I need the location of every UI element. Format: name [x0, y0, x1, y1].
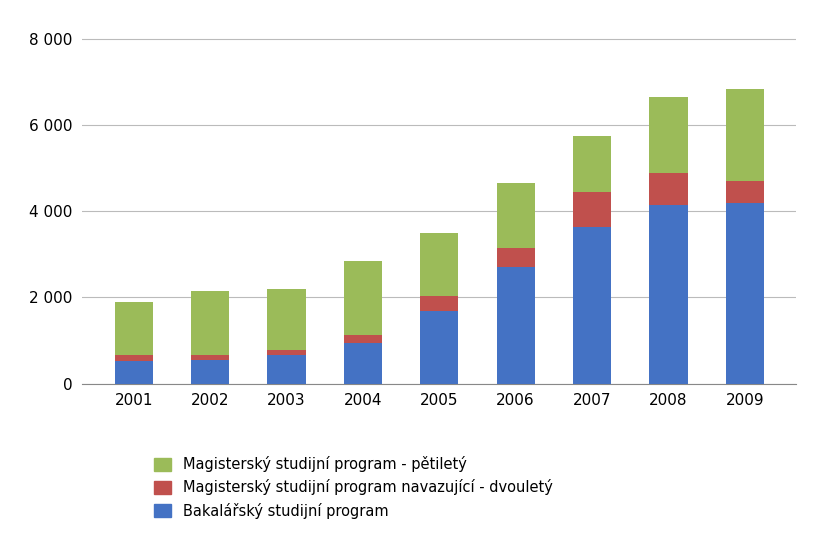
- Bar: [649, 206, 687, 384]
- Bar: [497, 184, 534, 248]
- Bar: [344, 335, 382, 343]
- Bar: [268, 350, 305, 355]
- Bar: [726, 89, 764, 181]
- Bar: [573, 227, 611, 384]
- Bar: [497, 248, 534, 267]
- Bar: [420, 296, 458, 311]
- Bar: [420, 233, 458, 296]
- Bar: [649, 173, 687, 206]
- Bar: [344, 343, 382, 384]
- Bar: [268, 289, 305, 350]
- Bar: [268, 355, 305, 384]
- Bar: [115, 302, 153, 356]
- Bar: [344, 261, 382, 335]
- Bar: [649, 98, 687, 173]
- Bar: [191, 291, 229, 355]
- Legend: Magisterský studijní program - pětiletý, Magisterský studijní program navazující: Magisterský studijní program - pětiletý,…: [146, 449, 560, 526]
- Bar: [115, 361, 153, 384]
- Bar: [191, 361, 229, 384]
- Bar: [573, 136, 611, 192]
- Bar: [497, 267, 534, 384]
- Bar: [726, 203, 764, 384]
- Bar: [420, 311, 458, 384]
- Bar: [115, 356, 153, 361]
- Bar: [726, 181, 764, 203]
- Bar: [191, 355, 229, 361]
- Bar: [573, 192, 611, 227]
